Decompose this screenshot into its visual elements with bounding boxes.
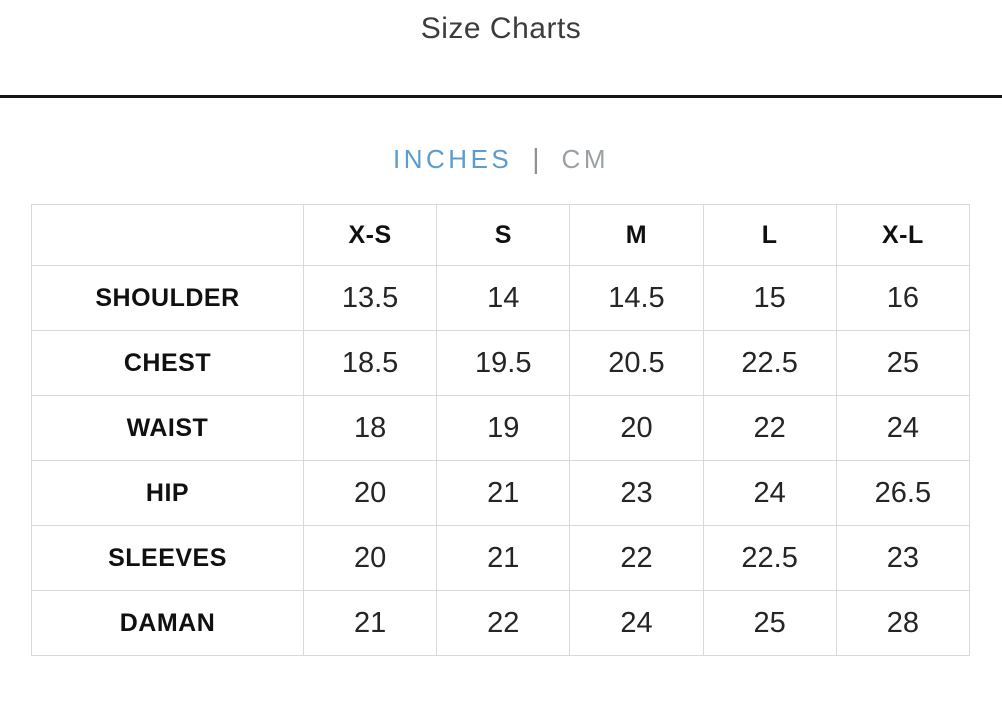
- size-value: 28: [835, 590, 971, 656]
- size-value: 25: [702, 590, 837, 656]
- size-value: 18.5: [302, 330, 438, 396]
- size-value: 21: [436, 525, 571, 591]
- size-value: 20: [569, 395, 704, 461]
- size-value: 20.5: [569, 330, 704, 396]
- measurement-label: WAIST: [31, 395, 304, 461]
- table-row-daman: DAMAN 21 22 24 25 28: [31, 590, 971, 656]
- unit-separator: |: [532, 143, 540, 174]
- size-value: 24: [569, 590, 704, 656]
- column-header-s: S: [436, 204, 571, 266]
- size-value: 19: [436, 395, 571, 461]
- measurement-label: SHOULDER: [31, 265, 304, 331]
- size-value: 16: [835, 265, 971, 331]
- size-value: 22.5: [702, 525, 837, 591]
- size-value: 22.5: [702, 330, 837, 396]
- title-divider: [0, 95, 1002, 98]
- unit-option-cm[interactable]: CM: [561, 144, 609, 174]
- column-header-l: L: [702, 204, 837, 266]
- size-value: 24: [835, 395, 971, 461]
- measurement-label: SLEEVES: [31, 525, 304, 591]
- size-value: 24: [702, 460, 837, 526]
- size-value: 20: [302, 525, 438, 591]
- size-value: 19.5: [436, 330, 571, 396]
- column-header-m: M: [569, 204, 704, 266]
- size-value: 22: [569, 525, 704, 591]
- size-value: 22: [702, 395, 837, 461]
- corner-cell: [31, 204, 304, 266]
- size-value: 15: [702, 265, 837, 331]
- size-value: 22: [436, 590, 571, 656]
- size-value: 18: [302, 395, 438, 461]
- size-value: 21: [436, 460, 571, 526]
- unit-toggle: INCHES | CM: [0, 142, 1002, 176]
- measurement-label: HIP: [31, 460, 304, 526]
- table-row-hip: HIP 20 21 23 24 26.5: [31, 460, 971, 526]
- size-value: 23: [835, 525, 971, 591]
- size-value: 25: [835, 330, 971, 396]
- measurement-label: CHEST: [31, 330, 304, 396]
- size-chart-container: X-S S M L X-L SHOULDER 13.5 14 14.5 15 1…: [31, 204, 971, 656]
- table-row-shoulder: SHOULDER 13.5 14 14.5 15 16: [31, 265, 971, 331]
- size-value: 14: [436, 265, 571, 331]
- size-header-row: X-S S M L X-L: [31, 204, 971, 266]
- column-header-xl: X-L: [835, 204, 971, 266]
- page-title: Size Charts: [420, 12, 582, 45]
- size-chart-table: X-S S M L X-L SHOULDER 13.5 14 14.5 15 1…: [31, 204, 971, 656]
- size-value: 20: [302, 460, 438, 526]
- column-header-xs: X-S: [302, 204, 438, 266]
- size-value: 23: [569, 460, 704, 526]
- size-value: 14.5: [569, 265, 704, 331]
- size-value: 13.5: [302, 265, 438, 331]
- size-value: 26.5: [835, 460, 971, 526]
- table-row-waist: WAIST 18 19 20 22 24: [31, 395, 971, 461]
- size-value: 21: [302, 590, 438, 656]
- table-row-chest: CHEST 18.5 19.5 20.5 22.5 25: [31, 330, 971, 396]
- unit-option-inches[interactable]: INCHES: [393, 144, 513, 174]
- measurement-label: DAMAN: [31, 590, 304, 656]
- table-row-sleeves: SLEEVES 20 21 22 22.5 23: [31, 525, 971, 591]
